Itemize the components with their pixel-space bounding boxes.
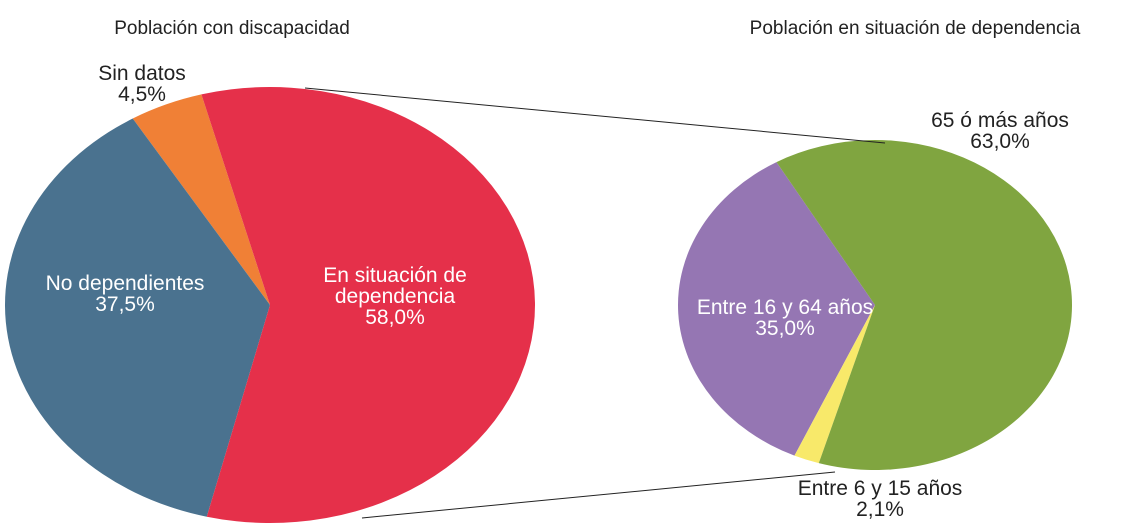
pie-slice [201,87,536,523]
connector-line [304,87,886,144]
value-label: 2,1% [856,498,904,521]
slice-label: 65 ó más años [931,109,1069,132]
pie-slice [678,162,875,456]
pie-slice [132,94,270,306]
slice-label: Entre 16 y 64 años [696,296,874,319]
value-label: 58,0% [365,306,425,329]
chart-title: Población en situación de dependencia [749,18,1081,39]
value-label: 35,0% [755,317,815,340]
value-label: 4,5% [118,83,166,106]
value-label: 37,5% [95,293,155,316]
pie-slice [794,305,875,464]
slice-label: Sin datos [98,62,186,85]
slice-label: En situación de dependencia [323,264,467,308]
pie-slice [5,118,271,517]
connector-line [361,471,836,519]
pie-slice [776,140,1072,471]
slice-label: Entre 6 y 15 años [797,477,963,500]
slice-label: No dependientes [45,272,205,295]
chart-title: Población con discapacidad [114,18,350,39]
value-label: 63,0% [970,130,1030,153]
